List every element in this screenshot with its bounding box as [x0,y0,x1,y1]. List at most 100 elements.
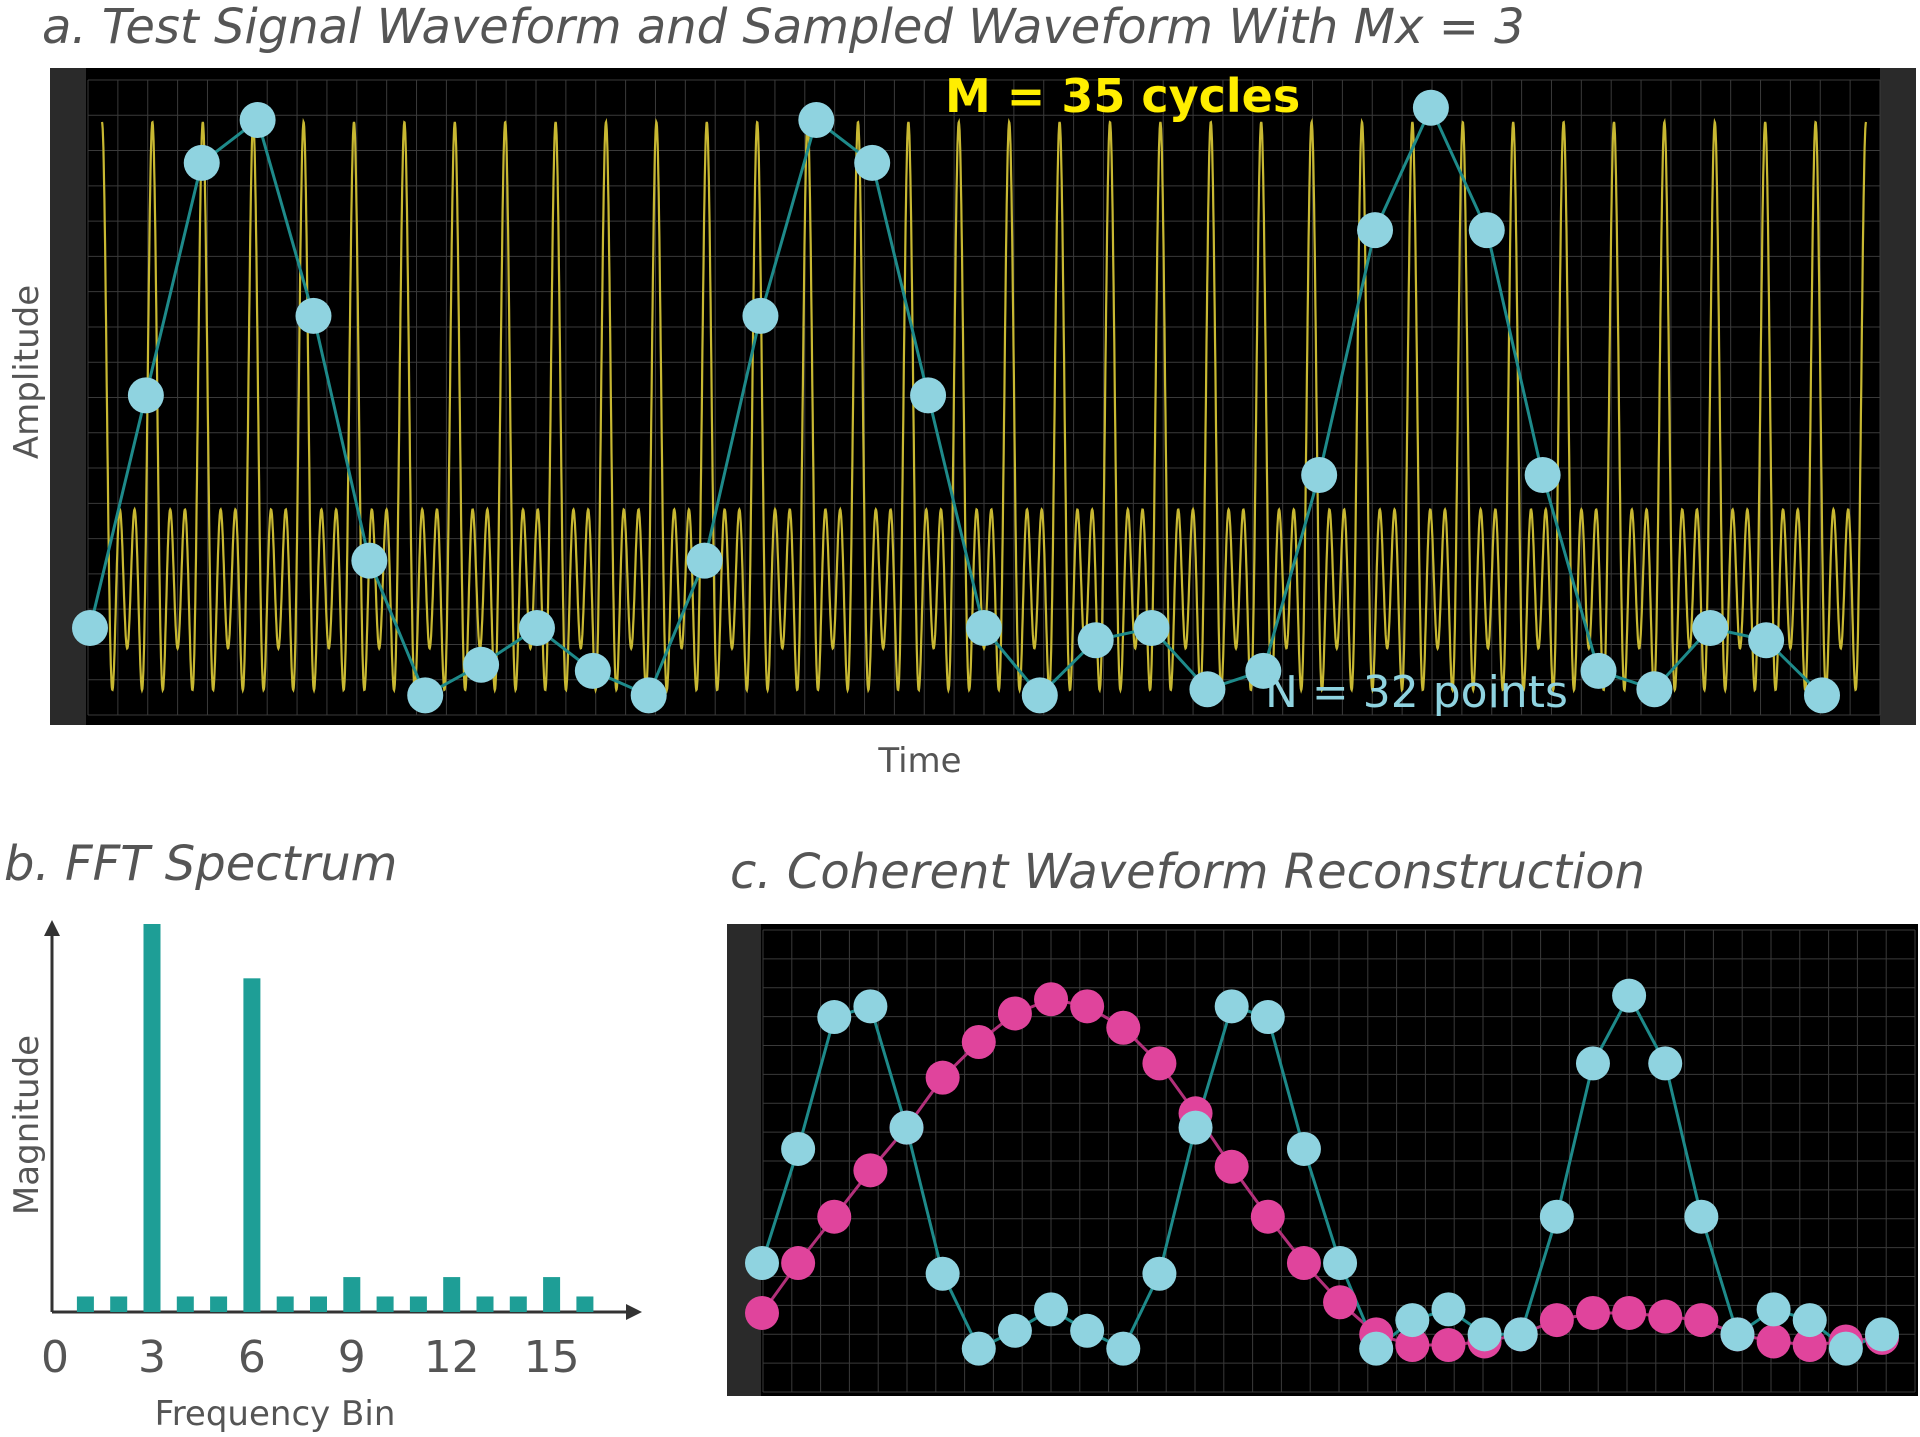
panel-c-cyan-point [1214,989,1249,1024]
panel-a-sample-point [463,646,500,683]
panel-c-plot-area [727,924,1918,1396]
panel-b-bar [143,924,161,1312]
panel-a-sample-points [72,89,1840,714]
panel-c-cyan-point [1395,1303,1430,1338]
panel-b-bar [576,1296,594,1312]
panel-a-sample-point [1804,677,1840,714]
panel-a-sample-point [1133,610,1170,646]
panel-b-title: b. FFT Spectrum [4,836,397,892]
panel-c-pink-point [961,1025,996,1059]
panel-b-bar [543,1277,561,1312]
panel-c-pink-point [817,1199,852,1234]
panel-a-sample-point [854,144,891,181]
panel-c-cyan-point [817,1000,852,1035]
panel-a-sample-point [686,542,723,579]
panel-a-sample-point [183,144,220,181]
panel-c-pink-point [1034,982,1069,1017]
panel-c-reconstruction: c. Coherent Waveform Reconstruction [727,844,1918,1396]
panel-a-sample-point [965,610,1002,646]
panel-b-x-tick: 3 [138,1332,166,1383]
panel-a-points-annotation: N = 32 points [1265,667,1568,718]
panel-c-pink-point [1648,1299,1683,1334]
panel-b-bar [76,1296,94,1312]
panel-a-sample-point [630,677,667,714]
panel-c-cyan-point [1034,1292,1069,1327]
panel-c-pink-point [1395,1328,1430,1363]
panel-a-sample-point [239,102,276,138]
panel-c-cyan-point [1286,1131,1321,1166]
panel-b-x-tick: 6 [238,1332,266,1383]
panel-c-pink-point [925,1060,960,1095]
panel-a-xlabel: Time [877,741,961,781]
panel-c-pink-point [1792,1328,1827,1363]
panel-c-cyan-point [1612,978,1647,1013]
panel-b-bar [476,1296,494,1312]
panel-a-sample-point [1524,456,1561,493]
panel-c-pink-point [745,1295,779,1330]
panel-a-title: a. Test Signal Waveform and Sampled Wave… [42,0,1525,55]
panel-c-cyan-point [781,1131,816,1166]
panel-b-bars [76,924,594,1312]
panel-b-bar [376,1296,394,1312]
panel-b-bar [210,1296,228,1312]
panel-a-sample-point [1692,610,1729,646]
panel-a-test-signal-line [100,117,1868,694]
panel-a-sample-point [518,610,555,646]
panel-b-xlabel: Frequency Bin [155,1394,396,1434]
panel-a-sample-point [407,677,444,714]
panel-b-bar [110,1296,128,1312]
panel-a-sample-point [1357,212,1394,249]
panel-a-sample-point [742,297,779,334]
panel-b-x-tick: 0 [41,1332,69,1383]
panel-b-bar [310,1296,327,1312]
panel-c-cyan-point [853,989,888,1024]
panel-b-y-axis-arrow [44,920,60,936]
panel-c-cyan-point [1431,1292,1466,1327]
panel-c-cyan-point [1720,1317,1755,1352]
panel-a-sample-point [1636,671,1673,708]
panel-c-pink-point [1431,1328,1466,1363]
panel-a-sample-point [1189,671,1226,708]
panel-b-bar [409,1296,427,1312]
panel-c-pink-point [1286,1246,1321,1281]
panel-c-cyan-point [961,1331,996,1366]
panel-a-sample-point [1245,652,1282,689]
panel-c-pink-point [1250,1199,1285,1234]
panel-a-sample-point [574,652,611,689]
panel-b-ticks: 0 3 6 9 12 15 [41,1332,580,1383]
panel-a-sample-point [1748,622,1785,659]
panel-a-sample-point [1301,456,1338,493]
panel-c-cyan-point [1106,1331,1141,1366]
panel-c-cyan-point [1503,1317,1538,1352]
panel-c-cyan-point [1142,1256,1177,1291]
panel-a-sample-point [910,377,947,414]
panel-a-sample-point [1077,622,1114,659]
panel-b-fft-spectrum: b. FFT Spectrum 0 3 6 9 12 15 Magnitude Frequ… [4,836,642,1434]
panel-c-pink-point [781,1246,816,1281]
panel-a-test-signal: a. Test Signal Waveform and Sampled Wave… [7,0,1916,781]
panel-c-pink-point [1575,1295,1610,1330]
panel-c-cyan-point [1539,1199,1574,1234]
panel-c-title: c. Coherent Waveform Reconstruction [730,844,1645,900]
panel-b-bar [243,978,261,1312]
panel-a-sample-point [798,102,835,138]
panel-c-cyan-point [1323,1246,1358,1281]
panel-b-x-tick: 9 [338,1332,366,1383]
panel-c-cyan-point [1250,1000,1285,1035]
panel-a-ylabel: Amplitude [7,285,47,459]
panel-c-cyan-point [889,1110,924,1145]
panel-b-bar [509,1296,527,1312]
panel-a-sample-point [1580,652,1617,689]
panel-c-pink-point [1106,1010,1141,1045]
panel-c-pink-point [1214,1149,1249,1184]
panel-b-bar [443,1277,461,1312]
panel-c-cyan-point [925,1256,960,1291]
panel-b-ylabel: Magnitude [7,1035,47,1215]
panel-c-pink-point [1142,1046,1177,1081]
panel-a-sample-point [1021,677,1058,714]
panel-b-bar [176,1296,194,1312]
panel-c-cyan-point [1575,1046,1610,1081]
panel-b-x-tick: 15 [524,1332,580,1383]
panel-c-pink-point [997,996,1032,1031]
